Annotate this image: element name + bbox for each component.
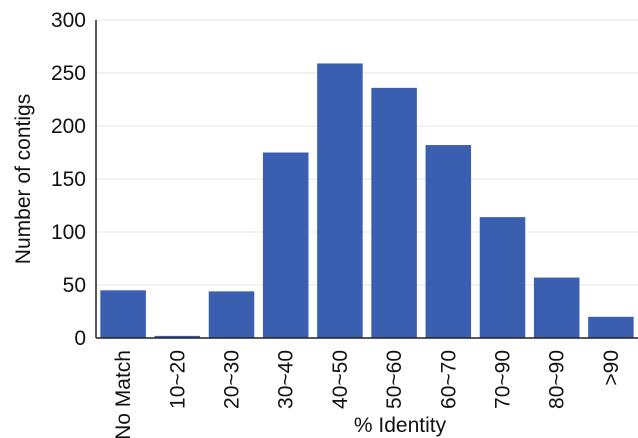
bar->90 bbox=[588, 316, 634, 338]
y-tick-label: 300 bbox=[51, 9, 86, 32]
x-tick-label: 40~50 bbox=[329, 350, 352, 409]
x-tick-label: 80~90 bbox=[546, 350, 569, 409]
x-tick-label: 60~70 bbox=[437, 350, 460, 409]
x-tick-label: 30~40 bbox=[275, 350, 298, 409]
bar-40~50 bbox=[317, 63, 363, 339]
x-tick-label: >90 bbox=[600, 350, 623, 386]
axes bbox=[95, 20, 638, 339]
y-tick-label: 100 bbox=[51, 221, 86, 244]
bar-70~90 bbox=[479, 217, 526, 338]
bar-30~40 bbox=[262, 152, 309, 338]
y-tick-labels: 0 50 100 150 200 250 300 bbox=[51, 9, 86, 350]
x-tick-label: 50~60 bbox=[383, 350, 406, 409]
y-tick-label: 50 bbox=[63, 274, 86, 297]
y-tick-label: 0 bbox=[74, 327, 86, 350]
bar-60~70 bbox=[425, 145, 472, 338]
x-tick-labels: No Match 10~20 20~30 30~40 40~50 50~60 60~70 70… bbox=[112, 350, 623, 438]
bar-10~20 bbox=[154, 335, 201, 338]
bar-80~90 bbox=[533, 277, 580, 338]
bar-50~60 bbox=[371, 87, 417, 338]
y-axis-title: Number of contigs bbox=[12, 94, 35, 264]
y-tick-label: 200 bbox=[51, 115, 86, 138]
grid-lines bbox=[96, 19, 638, 286]
x-axis-title: % Identity bbox=[354, 414, 447, 437]
x-tick-label: No Match bbox=[112, 350, 135, 438]
bars bbox=[100, 63, 634, 339]
x-tick-label: 20~30 bbox=[221, 350, 244, 409]
x-tick-label: 10~20 bbox=[166, 350, 189, 409]
y-tick-label: 250 bbox=[51, 62, 86, 85]
bar-20~30 bbox=[208, 291, 255, 338]
bar-No Match bbox=[100, 290, 146, 338]
x-tick-label: 70~90 bbox=[492, 350, 515, 409]
y-tick-label: 150 bbox=[51, 168, 86, 191]
